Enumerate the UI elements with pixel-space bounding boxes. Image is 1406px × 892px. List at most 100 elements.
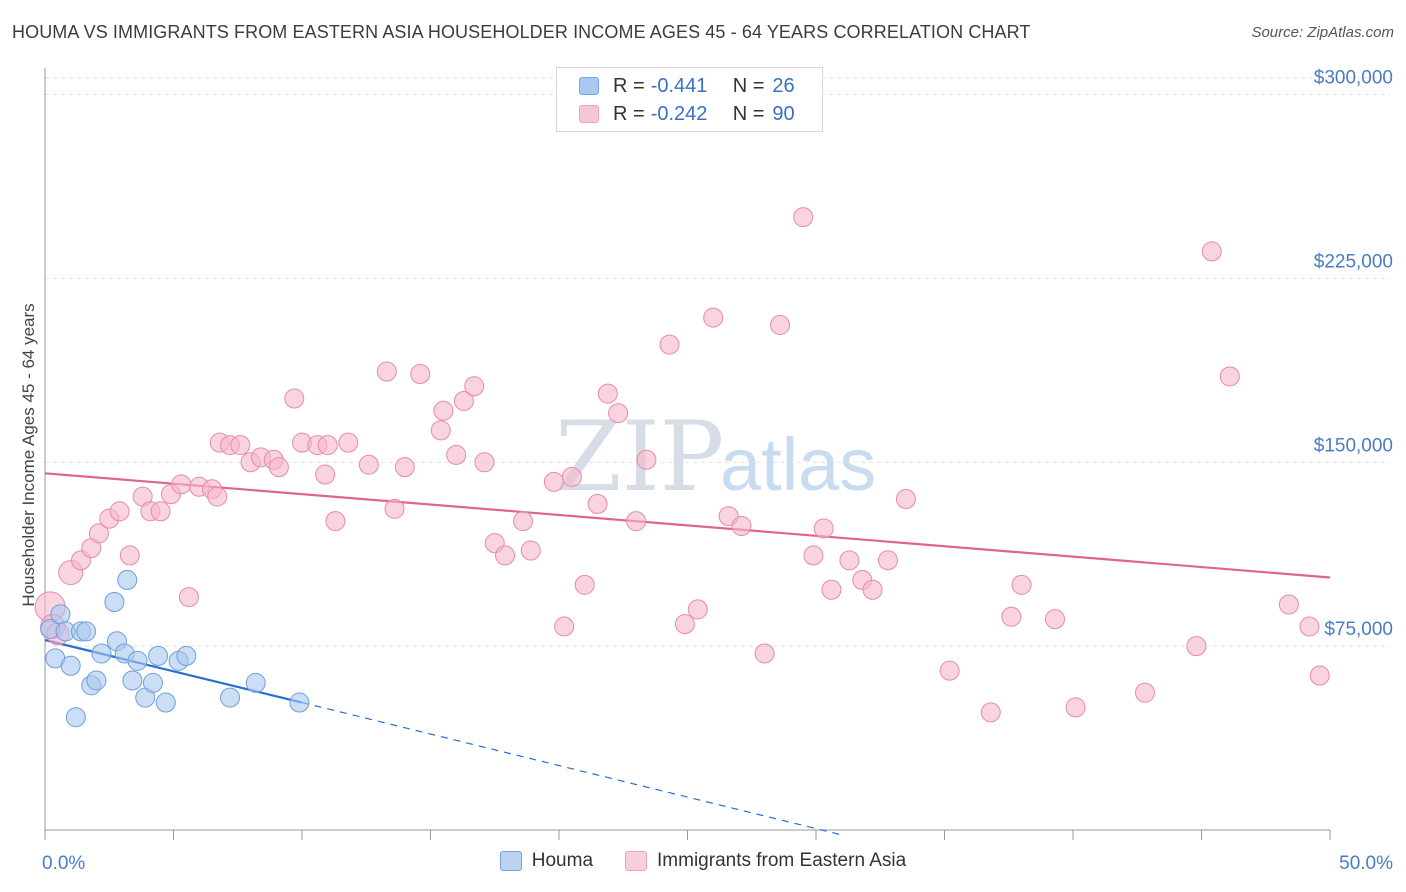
eastern-asia-point bbox=[178, 587, 199, 608]
houma-point bbox=[289, 692, 310, 713]
r-value: -0.242 bbox=[650, 102, 708, 125]
eastern-asia-point bbox=[1001, 606, 1022, 627]
houma-point bbox=[86, 670, 107, 691]
eastern-asia-point bbox=[384, 498, 405, 519]
r-value: -0.441 bbox=[650, 74, 708, 97]
grid-lines bbox=[45, 77, 1390, 647]
source-credit: Source: ZipAtlas.com bbox=[1251, 24, 1394, 41]
trend-lines bbox=[44, 472, 1331, 836]
legend-item-eastern-asia[interactable]: Immigrants from Eastern Asia bbox=[625, 850, 906, 872]
houma-point bbox=[104, 592, 125, 612]
y-tick-label: $150,000 bbox=[1314, 435, 1393, 456]
legend-item-houma[interactable]: Houma bbox=[499, 850, 594, 872]
eastern-asia-point bbox=[171, 474, 192, 495]
houma-point bbox=[91, 643, 112, 664]
eastern-asia-point bbox=[1065, 697, 1086, 718]
eastern-asia-point bbox=[464, 376, 485, 397]
eastern-asia-point bbox=[268, 457, 289, 478]
y-tick-label: $225,000 bbox=[1314, 251, 1393, 272]
legend-swatch-houma bbox=[499, 851, 522, 871]
r-label: R = bbox=[613, 74, 645, 97]
y-tick-label: $75,000 bbox=[1324, 619, 1393, 640]
eastern-asia-point bbox=[862, 579, 883, 600]
eastern-asia-point bbox=[495, 545, 516, 566]
eastern-asia-point bbox=[813, 518, 834, 539]
eastern-asia-point bbox=[376, 361, 397, 382]
houma-point bbox=[142, 672, 163, 693]
legend-swatch-eastern-asia bbox=[579, 105, 599, 123]
eastern-asia-point bbox=[1201, 241, 1222, 262]
r-label: R = bbox=[613, 102, 645, 125]
n-value: 26 bbox=[772, 74, 795, 97]
series-legend: Houma Immigrants from Eastern Asia bbox=[0, 850, 1406, 872]
eastern-asia-point bbox=[433, 400, 454, 421]
legend-row-houma: R = -0.441 N = 26 bbox=[579, 72, 795, 100]
eastern-asia-point bbox=[1299, 616, 1320, 637]
eastern-asia-point bbox=[430, 420, 451, 441]
eastern-asia-point bbox=[703, 307, 724, 328]
eastern-asia-point bbox=[543, 471, 564, 492]
eastern-asia-point bbox=[150, 501, 171, 522]
houma-point bbox=[148, 645, 169, 666]
tick-labels: $75,000 $150,000 $225,000 $300,000 0.0% 50.0% bbox=[42, 68, 1393, 874]
eastern-asia-point bbox=[315, 464, 336, 485]
eastern-asia-point bbox=[207, 486, 228, 507]
eastern-asia-point bbox=[574, 574, 595, 595]
axes bbox=[44, 68, 1331, 840]
trend-line bbox=[44, 472, 1331, 579]
eastern-asia-point bbox=[821, 579, 842, 600]
eastern-asia-point bbox=[895, 489, 916, 510]
chart-title: HOUMA VS IMMIGRANTS FROM EASTERN ASIA HO… bbox=[12, 22, 1031, 42]
eastern-asia-point bbox=[446, 444, 467, 465]
eastern-asia-point bbox=[770, 314, 791, 335]
trend-line-extension bbox=[301, 701, 842, 836]
eastern-asia-point bbox=[754, 643, 775, 664]
eastern-asia-point bbox=[1219, 366, 1240, 387]
eastern-asia-point bbox=[325, 511, 346, 532]
eastern-asia-point bbox=[317, 435, 338, 456]
eastern-asia-point bbox=[877, 550, 898, 571]
x-tick-label: 50.0% bbox=[1339, 853, 1393, 874]
n-label: N = bbox=[732, 102, 765, 125]
watermark-atlas: atlas bbox=[720, 423, 876, 506]
eastern-asia-point bbox=[474, 452, 495, 473]
legend-label-eastern-asia: Immigrants from Eastern Asia bbox=[657, 850, 907, 871]
eastern-asia-point bbox=[230, 435, 251, 456]
eastern-asia-point bbox=[1134, 682, 1155, 703]
houma-point bbox=[220, 687, 241, 708]
eastern-asia-point bbox=[554, 616, 575, 637]
eastern-asia-point bbox=[1278, 594, 1299, 615]
eastern-asia-point bbox=[793, 207, 814, 228]
eastern-asia-point bbox=[520, 540, 541, 561]
houma-point bbox=[76, 621, 97, 642]
houma-point bbox=[60, 655, 81, 676]
eastern-asia-point bbox=[659, 334, 680, 355]
x-tick-label: 0.0% bbox=[42, 853, 85, 874]
eastern-asia-point bbox=[394, 457, 415, 478]
eastern-asia-point bbox=[597, 383, 618, 404]
houma-point bbox=[50, 604, 71, 625]
eastern-asia-point bbox=[410, 364, 431, 384]
eastern-asia-point bbox=[636, 449, 657, 470]
eastern-asia-point bbox=[587, 493, 608, 514]
eastern-asia-point bbox=[453, 390, 474, 411]
eastern-asia-point bbox=[1045, 609, 1066, 630]
eastern-asia-point bbox=[674, 614, 695, 635]
houma-point bbox=[122, 670, 143, 691]
legend-label-houma: Houma bbox=[531, 850, 594, 871]
houma-point bbox=[176, 645, 197, 666]
trend-line bbox=[44, 638, 303, 704]
eastern-asia-point bbox=[513, 511, 534, 532]
eastern-asia-point bbox=[608, 403, 629, 424]
legend-swatch-eastern-asia bbox=[625, 851, 648, 871]
eastern-asia-point bbox=[731, 516, 752, 536]
houma-point bbox=[245, 672, 266, 693]
eastern-asia-point bbox=[119, 545, 140, 566]
legend-row-eastern-asia: R = -0.242 N = 90 bbox=[579, 100, 795, 128]
houma-point bbox=[155, 692, 176, 713]
data-points bbox=[34, 207, 1330, 728]
eastern-asia-point bbox=[1011, 574, 1032, 595]
eastern-asia-point bbox=[1186, 636, 1207, 657]
eastern-asia-point bbox=[88, 523, 109, 544]
